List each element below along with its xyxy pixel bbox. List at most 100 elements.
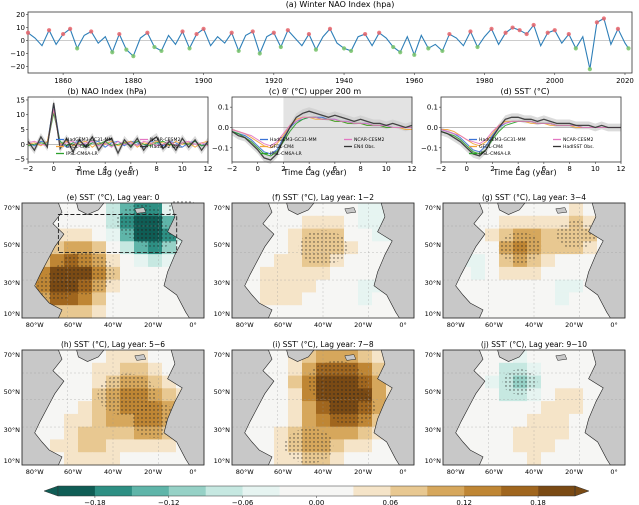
negative-nao-marker <box>412 52 417 57</box>
sst-anomaly-cell <box>78 215 93 229</box>
sst-anomaly-cell <box>316 350 331 364</box>
sst-anomaly-cell <box>316 292 331 306</box>
latitude-tick-label: 70°N <box>4 351 21 359</box>
sst-anomaly-cell <box>541 266 556 281</box>
negative-nao-marker <box>257 51 262 56</box>
colorbar-tick-label: 0.12 <box>456 499 472 505</box>
sst-anomaly-cell <box>148 362 163 376</box>
north-america-landmass <box>21 349 65 466</box>
sst-anomaly-cell <box>148 439 163 453</box>
panel-c-ytick-label: 0.1 <box>218 104 229 112</box>
sst-anomaly-cell <box>260 439 275 453</box>
sst-anomaly-cell <box>330 305 345 319</box>
sst-anomaly-cell <box>569 279 584 293</box>
latitude-tick-label: 10°N <box>214 310 231 318</box>
positive-nao-marker <box>377 30 382 35</box>
sst-anomaly-cell <box>288 215 303 229</box>
sst-anomaly-cell <box>330 292 345 306</box>
sst-anomaly-cell <box>555 413 570 428</box>
sst-anomaly-cell <box>274 452 289 466</box>
legend-label: HadISST Obs. <box>563 144 594 150</box>
sst-anomaly-cell <box>527 401 542 415</box>
north-america-landmass <box>21 202 65 319</box>
panel-b-title: (b) NAO Index (hPa) <box>67 87 146 96</box>
colorbar: −0.18 −0.12 −0.06 0.00 0.06 0.12 0.18 <box>43 485 590 505</box>
sst-anomaly-cell <box>372 305 387 319</box>
sst-anomaly-cell <box>148 305 163 319</box>
longitude-tick-label: 0° <box>610 468 617 476</box>
map-panel: (e) SST′ (°C), Lag year: 0 70°N 50°N 30°N 10… <box>4 193 205 329</box>
sst-anomaly-cell <box>274 266 289 281</box>
longitude-tick-label: 0° <box>399 468 406 476</box>
sst-anomaly-cell <box>513 266 528 281</box>
positive-nao-marker <box>145 30 150 35</box>
sst-anomaly-cell <box>120 305 135 319</box>
north-america-landmass <box>231 202 275 319</box>
panel-d-xtick-label: 0 <box>464 165 468 173</box>
colorbar-segment <box>316 486 354 496</box>
longitude-tick-label: 20°W <box>144 321 163 329</box>
panel-a-xtick-label: 1880 <box>124 77 142 85</box>
positive-nao-marker <box>517 28 522 33</box>
iceland-landmass <box>134 354 147 361</box>
panel-c-series-line <box>231 116 412 147</box>
positive-nao-marker <box>566 31 571 37</box>
map-panels: (e) SST′ (°C), Lag year: 0 70°N 50°N 30°N 10… <box>4 193 626 476</box>
sst-anomaly-cell <box>64 426 79 440</box>
sst-anomaly-cell <box>358 439 373 453</box>
sst-anomaly-cell <box>485 228 500 242</box>
panel-a-xtick-label: 1980 <box>476 77 494 85</box>
positive-nao-marker <box>250 29 255 34</box>
colorbar-segment <box>94 486 133 496</box>
positive-nao-marker <box>180 29 185 34</box>
positive-nao-marker <box>68 26 73 31</box>
sst-anomaly-cell <box>513 452 528 466</box>
panel-a-title: (a) Winter NAO Index (hpa) <box>286 0 395 9</box>
sst-anomaly-cell <box>344 305 359 319</box>
sst-anomaly-cell <box>302 401 317 415</box>
legend-label: GFDL-CM4 <box>479 144 503 150</box>
sst-anomaly-cell <box>274 254 289 268</box>
map-title: (e) SST′ (°C), Lag year: 0 <box>67 193 160 202</box>
latitude-tick-label: 50°N <box>425 388 442 396</box>
panel-d-ytick-label: 0.1 <box>427 104 438 112</box>
positive-nao-marker <box>531 22 536 28</box>
sst-anomaly-cell <box>471 401 486 415</box>
panel-c-frame <box>231 96 413 163</box>
sst-anomaly-cell <box>485 426 500 440</box>
sst-anomaly-cell <box>555 426 570 440</box>
sst-anomaly-cell <box>372 452 387 466</box>
map-frame <box>21 202 205 319</box>
panel-a-xtick-label: 1960 <box>405 77 423 85</box>
panel-a-ytick-label: 0 <box>21 37 25 45</box>
negative-nao-marker <box>475 44 480 50</box>
longitude-tick-label: 0° <box>189 468 196 476</box>
map-panel: (h) SST′ (°C), Lag year: 5−6 70°N 50°N 30°N… <box>4 340 205 476</box>
negative-nao-marker <box>75 46 80 51</box>
colorbar-tick-label: −0.06 <box>232 499 254 505</box>
sst-anomaly-cell <box>344 228 359 242</box>
sst-anomaly-cell <box>148 279 163 293</box>
sst-anomaly-cell <box>499 426 514 440</box>
positive-nao-marker <box>503 30 508 35</box>
sst-anomaly-cell <box>344 279 359 293</box>
longitude-tick-label: 60°W <box>485 468 504 476</box>
colorbar-segment <box>390 486 428 496</box>
sst-anomaly-cell <box>260 292 275 306</box>
colorbar-segment <box>168 486 206 496</box>
sst-anomaly-cell <box>288 305 303 319</box>
sst-anomaly-cell <box>499 215 514 229</box>
sst-anomaly-cell <box>358 305 373 319</box>
sst-anomaly-cell <box>302 413 317 428</box>
panel-d-series-line <box>440 120 621 145</box>
longitude-tick-label: 40°W <box>104 468 123 476</box>
latitude-tick-label: 30°N <box>425 426 442 434</box>
latitude-tick-label: 50°N <box>4 388 21 396</box>
latitude-tick-label: 50°N <box>425 241 442 249</box>
sst-anomaly-cell <box>527 292 542 306</box>
sst-anomaly-cell <box>50 439 65 453</box>
longitude-tick-label: 80°W <box>26 468 45 476</box>
sst-anomaly-cell <box>106 350 121 364</box>
sst-anomaly-cell <box>260 279 275 293</box>
